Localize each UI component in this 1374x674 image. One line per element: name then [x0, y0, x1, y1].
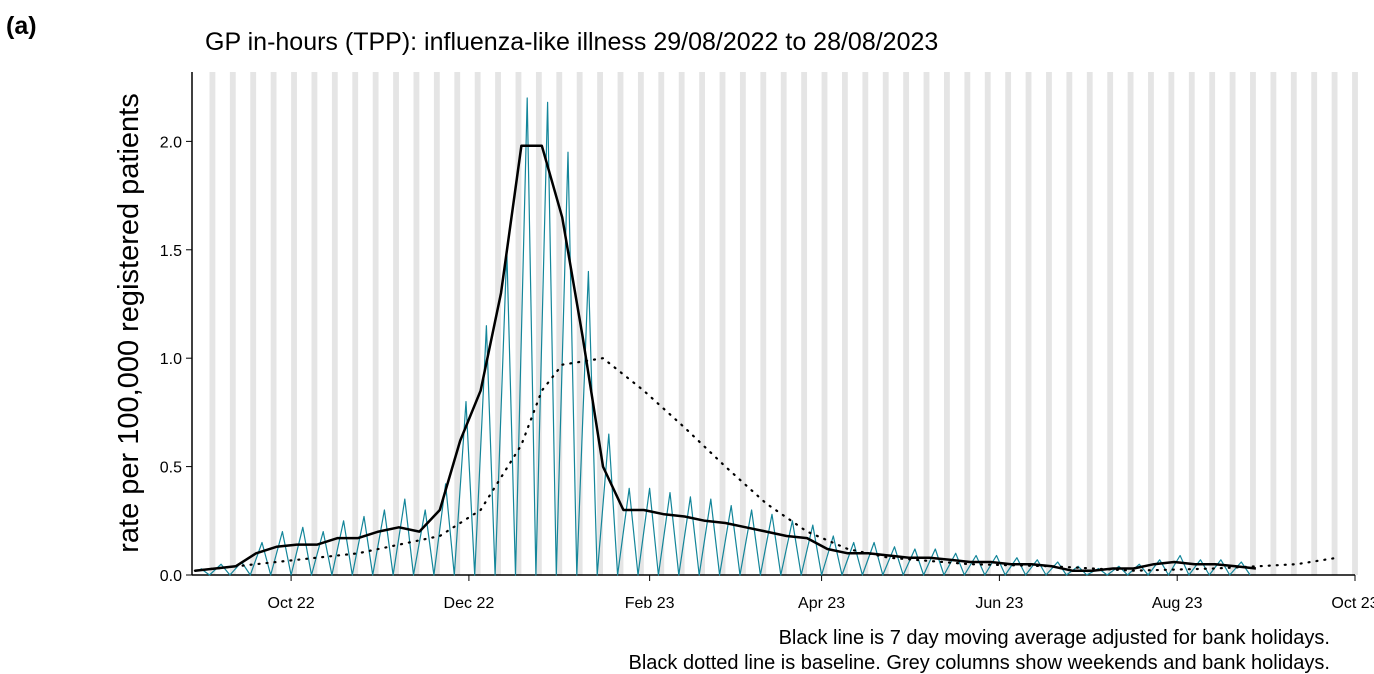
weekend-column: [862, 72, 869, 575]
weekend-column: [1229, 72, 1236, 575]
x-tick-label: Oct 23: [1331, 595, 1374, 612]
weekend-column: [311, 72, 318, 575]
weekend-column: [658, 72, 665, 575]
weekend-column: [515, 72, 522, 575]
weekend-column: [1250, 72, 1256, 575]
x-tick-label: Aug 23: [1152, 595, 1203, 612]
weekend-column: [535, 72, 542, 575]
x-tick-label: Jun 23: [975, 595, 1023, 612]
weekend-column: [944, 72, 950, 575]
x-tick-label: Oct 22: [268, 595, 315, 612]
weekend-column: [801, 72, 808, 575]
weekend-column: [352, 72, 359, 575]
weekend-column: [1025, 72, 1032, 575]
y-tick-label: 2.0: [160, 134, 182, 151]
weekend-column: [1148, 72, 1154, 575]
weekend-column: [291, 72, 297, 575]
weekend-column: [678, 72, 685, 575]
x-tick-label: Feb 23: [625, 595, 675, 612]
weekend-column: [882, 72, 889, 575]
weekend-column: [597, 72, 603, 575]
weekend-column: [984, 72, 991, 575]
weekend-column: [1005, 72, 1012, 575]
weekend-column: [229, 72, 236, 575]
weekend-column: [1290, 72, 1297, 575]
y-axis-title: rate per 100,000 registered patients: [113, 93, 145, 552]
weekend-column: [433, 72, 440, 575]
weekend-column: [780, 72, 787, 575]
series-line: [194, 144, 1257, 572]
weekend-column: [923, 72, 930, 575]
y-tick-label: 1.0: [160, 351, 182, 368]
weekend-column: [1209, 72, 1216, 575]
weekend-column: [903, 72, 910, 575]
weekend-column: [1127, 72, 1134, 575]
weekend-column: [841, 72, 848, 575]
weekend-column: [637, 72, 644, 575]
weekend-column: [1046, 72, 1052, 575]
weekend-column: [556, 72, 563, 575]
weekend-column: [1311, 72, 1318, 575]
weekend-column: [372, 72, 379, 575]
note: Black dotted line is baseline. Grey colu…: [628, 652, 1330, 674]
weekend-column: [331, 72, 338, 575]
weekend-column: [964, 72, 971, 575]
weekend-column: [1107, 72, 1114, 575]
y-tick-label: 0.0: [160, 568, 182, 585]
weekend-column: [760, 72, 767, 575]
weekend-column: [495, 72, 501, 575]
weekend-column: [474, 72, 481, 575]
weekend-column: [1168, 72, 1175, 575]
weekend-column: [719, 72, 726, 575]
x-tick-label: Apr 23: [798, 595, 845, 612]
note: Black line is 7 day moving average adjus…: [779, 627, 1330, 649]
weekend-column: [1086, 72, 1093, 575]
weekend-column: [1352, 72, 1358, 575]
weekend-column: [250, 72, 257, 575]
weekend-column: [413, 72, 420, 575]
y-tick-label: 0.5: [160, 460, 182, 477]
weekend-column: [617, 72, 624, 575]
weekend-column: [209, 72, 216, 575]
weekend-column: [1066, 72, 1073, 575]
weekend-column: [393, 72, 399, 575]
weekend-column: [1270, 72, 1277, 575]
weekend-column: [454, 72, 461, 575]
weekend-column: [270, 72, 277, 575]
series-line: [193, 357, 1339, 572]
weekend-column: [821, 72, 828, 575]
weekend-column: [739, 72, 746, 575]
panel-label: (a): [6, 12, 37, 40]
weekend-column: [699, 72, 706, 575]
weekend-column: [1188, 72, 1195, 575]
y-tick-label: 1.5: [160, 243, 182, 260]
weekend-column: [1331, 72, 1338, 575]
weekend-columns: [209, 72, 1358, 575]
x-tick-label: Dec 22: [444, 595, 495, 612]
chart-title: GP in-hours (TPP): influenza-like illnes…: [205, 28, 938, 56]
